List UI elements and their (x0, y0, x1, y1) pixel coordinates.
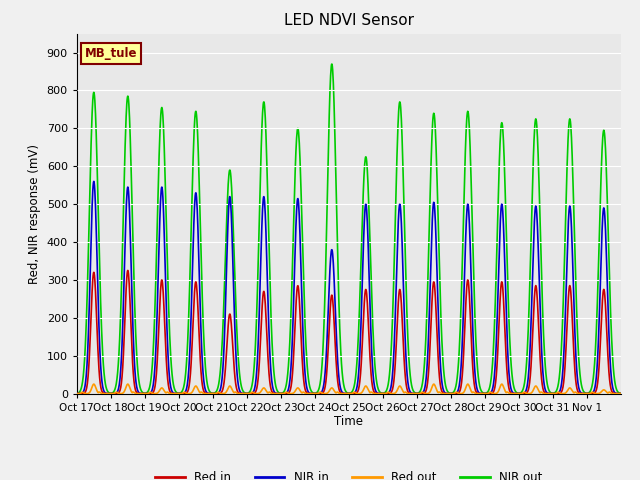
Text: MB_tule: MB_tule (85, 47, 138, 60)
Legend: Red in, NIR in, Red out, NIR out: Red in, NIR in, Red out, NIR out (150, 466, 547, 480)
X-axis label: Time: Time (334, 415, 364, 429)
Title: LED NDVI Sensor: LED NDVI Sensor (284, 13, 414, 28)
Y-axis label: Red, NIR response (mV): Red, NIR response (mV) (28, 144, 41, 284)
